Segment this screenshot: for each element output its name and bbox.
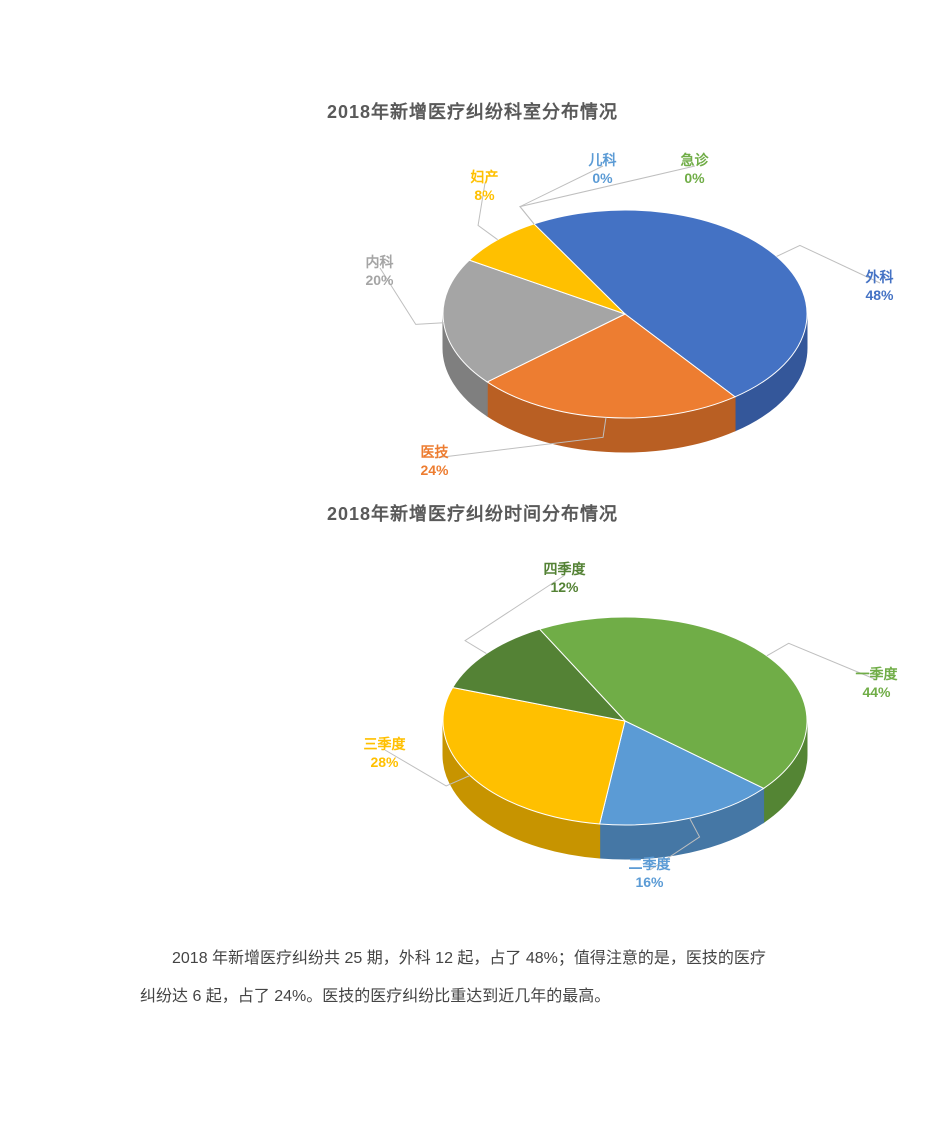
slice-label-一季度: 一季度44% bbox=[837, 666, 917, 701]
slice-label-内科: 内科20% bbox=[345, 254, 415, 289]
slice-label-四季度: 四季度12% bbox=[525, 561, 605, 596]
slice-label-急诊: 急诊0% bbox=[665, 152, 725, 187]
body-line-2: 纠纷达 6 起，占了 24%。医技的医疗纠纷比重达到近几年的最高。 bbox=[140, 988, 610, 1005]
slice-label-儿科: 儿科0% bbox=[573, 152, 633, 187]
chart1-wrap: 2018年新增医疗纠纷科室分布情况 外科48% 医技24% 内科20% 妇产8% 儿科0… bbox=[0, 98, 945, 494]
chart1-pie-area: 外科48% 医技24% 内科20% 妇产8% 儿科0% 急诊0% bbox=[305, 124, 945, 494]
chart2-pie-area: 一季度44% 二季度16% 三季度28% 四季度12% bbox=[305, 526, 945, 906]
chart2-pie-svg bbox=[305, 526, 945, 906]
slice-label-医技: 医技24% bbox=[400, 444, 470, 479]
chart2-title: 2018年新增医疗纠纷时间分布情况 bbox=[0, 500, 945, 526]
body-line-1: 2018 年新增医疗纠纷共 25 期，外科 12 起，占了 48%；值得注意的是… bbox=[172, 950, 766, 967]
slice-label-外科: 外科48% bbox=[845, 269, 915, 304]
slice-label-三季度: 三季度28% bbox=[345, 736, 425, 771]
slice-label-二季度: 二季度16% bbox=[610, 856, 690, 891]
chart1-title: 2018年新增医疗纠纷科室分布情况 bbox=[0, 98, 945, 124]
slice-label-妇产: 妇产8% bbox=[455, 169, 515, 204]
chart2-wrap: 2018年新增医疗纠纷时间分布情况 一季度44% 二季度16% 三季度28% 四季度1… bbox=[0, 500, 945, 906]
body-text: 2018 年新增医疗纠纷共 25 期，外科 12 起，占了 48%；值得注意的是… bbox=[140, 940, 840, 1017]
